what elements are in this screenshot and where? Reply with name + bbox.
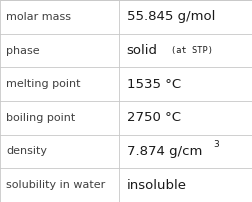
Text: solid: solid [127, 44, 158, 57]
Text: boiling point: boiling point [6, 113, 76, 123]
Text: 55.845 g/mol: 55.845 g/mol [127, 10, 215, 23]
Text: insoluble: insoluble [127, 179, 186, 192]
Text: 1535 °C: 1535 °C [127, 78, 181, 91]
Text: melting point: melting point [6, 79, 81, 89]
Text: 2750 °C: 2750 °C [127, 111, 180, 124]
Text: (at STP): (at STP) [171, 46, 213, 55]
Text: 3: 3 [213, 140, 219, 149]
Text: 7.874 g/cm: 7.874 g/cm [127, 145, 202, 158]
Text: phase: phase [6, 45, 40, 56]
Text: density: density [6, 146, 47, 157]
Text: solubility in water: solubility in water [6, 180, 106, 190]
Text: molar mass: molar mass [6, 12, 71, 22]
